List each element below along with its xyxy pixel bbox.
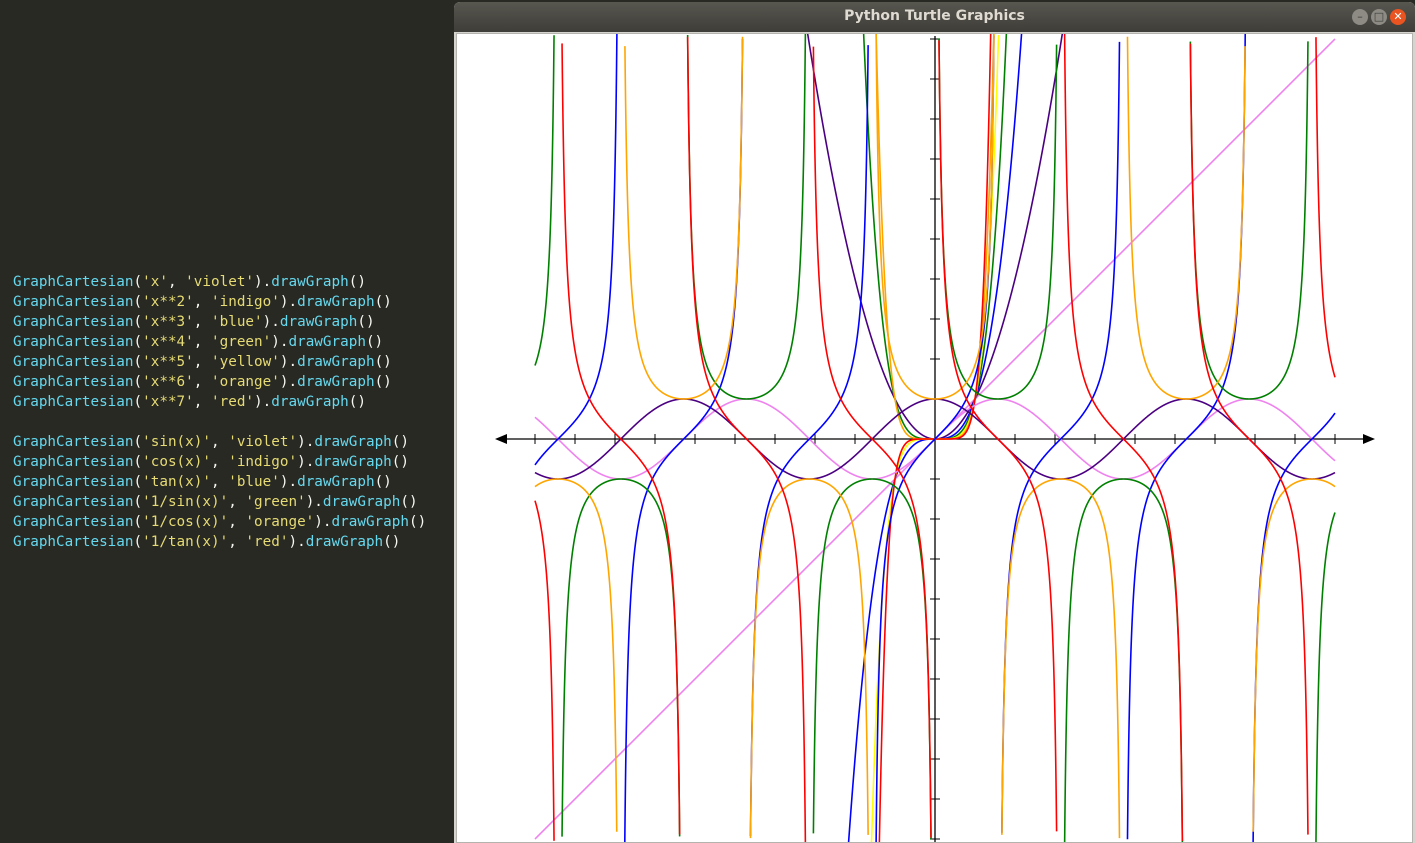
code-method-name: drawGraph xyxy=(314,454,392,470)
code-function-name: GraphCartesian xyxy=(13,394,134,410)
code-method-name: drawGraph xyxy=(322,494,401,510)
code-method-name: drawGraph xyxy=(314,434,392,450)
close-icon: ✕ xyxy=(1393,10,1403,23)
code-function-name: GraphCartesian xyxy=(13,374,134,390)
code-method-name: drawGraph xyxy=(305,534,384,550)
code-color-arg: 'green' xyxy=(211,334,272,350)
code-color-arg: 'blue' xyxy=(228,474,280,490)
code-method-name: drawGraph xyxy=(297,294,375,310)
code-color-arg: 'violet' xyxy=(228,434,298,450)
code-function-name: GraphCartesian xyxy=(13,514,134,530)
code-line: GraphCartesian('x**5', 'yellow').drawGra… xyxy=(13,354,392,370)
code-expression: 'x**3' xyxy=(142,314,194,330)
series-line xyxy=(534,34,1336,839)
code-function-name: GraphCartesian xyxy=(13,534,134,550)
code-function-name: GraphCartesian xyxy=(13,294,134,310)
code-color-arg: 'indigo' xyxy=(228,454,298,470)
code-line: GraphCartesian('x**4', 'green').drawGrap… xyxy=(13,334,384,350)
code-function-name: GraphCartesian xyxy=(13,354,134,370)
close-button[interactable]: ✕ xyxy=(1390,9,1406,25)
code-color-arg: 'violet' xyxy=(185,274,255,290)
turtle-canvas[interactable] xyxy=(456,33,1413,843)
minimize-icon: – xyxy=(1357,10,1363,23)
code-function-name: GraphCartesian xyxy=(13,334,134,350)
code-method-name: drawGraph xyxy=(297,354,375,370)
code-function-name: GraphCartesian xyxy=(13,314,134,330)
code-expression: 'cos(x)' xyxy=(142,454,211,470)
code-line: GraphCartesian('x**6', 'orange').drawGra… xyxy=(13,374,392,390)
code-color-arg: 'blue' xyxy=(211,314,263,330)
code-method-name: drawGraph xyxy=(271,274,349,290)
series-line xyxy=(534,34,1336,842)
code-color-arg: 'green' xyxy=(245,494,306,510)
code-method-name: drawGraph xyxy=(331,514,409,530)
code-expression: '1/cos(x)' xyxy=(142,514,229,530)
code-color-arg: 'orange' xyxy=(211,374,280,390)
code-expression: 'x**2' xyxy=(142,294,194,310)
code-line: GraphCartesian('1/sin(x)', 'green').draw… xyxy=(13,494,418,510)
code-color-arg: 'yellow' xyxy=(211,354,280,370)
x-axis-arrow-right xyxy=(1363,434,1375,444)
code-function-name: GraphCartesian xyxy=(13,274,134,290)
code-line: GraphCartesian('x**2', 'indigo').drawGra… xyxy=(13,294,392,310)
code-color-arg: 'red' xyxy=(211,394,255,410)
code-line: GraphCartesian('sin(x)', 'violet').drawG… xyxy=(13,434,409,450)
code-color-arg: 'red' xyxy=(245,534,289,550)
series-line xyxy=(534,34,1336,842)
code-color-arg: 'orange' xyxy=(245,514,315,530)
code-method-name: drawGraph xyxy=(297,474,375,490)
code-line: GraphCartesian('cos(x)', 'indigo').drawG… xyxy=(13,454,409,470)
x-axis-arrow-left xyxy=(495,434,507,444)
code-expression: '1/sin(x)' xyxy=(142,494,229,510)
turtle-window: Python Turtle Graphics – □ ✕ xyxy=(454,2,1415,843)
maximize-button[interactable]: □ xyxy=(1371,9,1387,25)
code-line: GraphCartesian('1/tan(x)', 'red').drawGr… xyxy=(13,534,401,550)
minimize-button[interactable]: – xyxy=(1352,9,1368,25)
code-expression: 'tan(x)' xyxy=(142,474,211,490)
code-function-name: GraphCartesian xyxy=(13,494,134,510)
code-color-arg: 'indigo' xyxy=(211,294,280,310)
code-method-name: drawGraph xyxy=(271,394,349,410)
window-title: Python Turtle Graphics xyxy=(844,8,1025,24)
code-method-name: drawGraph xyxy=(297,374,375,390)
series-line xyxy=(534,34,1336,842)
code-expression: 'x**7' xyxy=(142,394,194,410)
graph-plot xyxy=(495,34,1375,842)
code-function-name: GraphCartesian xyxy=(13,474,134,490)
code-method-name: drawGraph xyxy=(288,334,366,350)
code-line: GraphCartesian('tan(x)', 'blue').drawGra… xyxy=(13,474,392,490)
code-expression: '1/tan(x)' xyxy=(142,534,229,550)
code-expression: 'x**5' xyxy=(142,354,194,370)
code-line: GraphCartesian('x**3', 'blue').drawGraph… xyxy=(13,314,375,330)
code-function-name: GraphCartesian xyxy=(13,434,134,450)
code-line: GraphCartesian('x', 'violet').drawGraph(… xyxy=(13,274,366,290)
code-method-name: drawGraph xyxy=(279,314,358,330)
code-line: GraphCartesian('x**7', 'red').drawGraph(… xyxy=(13,394,366,410)
code-function-name: GraphCartesian xyxy=(13,454,134,470)
title-bar[interactable]: Python Turtle Graphics – □ ✕ xyxy=(454,2,1415,32)
maximize-icon: □ xyxy=(1373,10,1385,23)
code-expression: 'x' xyxy=(142,274,168,290)
code-expression: 'x**4' xyxy=(142,334,194,350)
code-editor[interactable]: GraphCartesian('x', 'violet').drawGraph(… xyxy=(0,0,454,843)
code-line: GraphCartesian('1/cos(x)', 'orange').dra… xyxy=(13,514,427,530)
code-expression: 'sin(x)' xyxy=(142,434,211,450)
code-expression: 'x**6' xyxy=(142,374,194,390)
